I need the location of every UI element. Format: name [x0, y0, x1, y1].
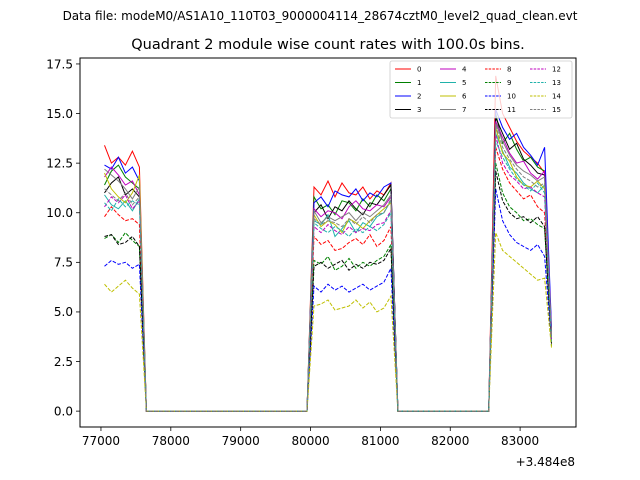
legend-label-8: 8 [507, 66, 511, 74]
y-tick-label: 2.5 [54, 355, 73, 369]
legend-label-14: 14 [552, 93, 561, 101]
plot-frame [79, 57, 577, 428]
legend-label-1: 1 [417, 79, 421, 87]
series-line-15 [104, 125, 552, 412]
series-line-10 [104, 188, 552, 412]
legend-label-5: 5 [462, 79, 466, 87]
x-tick-label: 81000 [361, 434, 399, 448]
legend-label-11: 11 [507, 106, 516, 114]
x-tick-label: 79000 [222, 434, 260, 448]
x-tick-label: 83000 [501, 434, 539, 448]
legend-label-10: 10 [507, 93, 516, 101]
y-tick-label: 0.0 [54, 404, 73, 418]
legend-label-3: 3 [417, 106, 421, 114]
legend-frame [389, 60, 573, 119]
legend-label-7: 7 [462, 106, 466, 114]
series-line-13 [104, 141, 552, 412]
x-tick-label: 78000 [152, 434, 190, 448]
x-tick-label: 80000 [291, 434, 329, 448]
legend-label-2: 2 [417, 93, 421, 101]
ticks-layer: 77000 78000 79000 80000 81000 82000 83000 0.0 2.… [46, 57, 539, 448]
y-tick-label: 10.0 [46, 206, 73, 220]
x-offset-label: +3.484e8 [516, 455, 575, 469]
series-layer [104, 75, 552, 412]
legend-label-6: 6 [462, 93, 467, 101]
y-tick-label: 7.5 [54, 256, 73, 270]
y-tick-label: 5.0 [54, 305, 73, 319]
legend-label-0: 0 [417, 66, 421, 74]
chart-title: Quadrant 2 module wise count rates with … [131, 37, 525, 53]
x-tick-label: 77000 [82, 434, 120, 448]
legend-label-4: 4 [462, 66, 467, 74]
y-tick-label: 15.0 [46, 107, 73, 121]
legend-label-13: 13 [552, 79, 561, 87]
chart-suptitle: Data file: modeM0/AS1A10_110T03_90000041… [63, 9, 578, 23]
x-tick-label: 82000 [431, 434, 469, 448]
y-tick-label: 17.5 [46, 57, 73, 71]
legend-label-12: 12 [552, 66, 561, 74]
y-tick-label: 12.5 [46, 156, 73, 170]
series-line-12 [104, 135, 552, 412]
legend-label-9: 9 [507, 79, 511, 87]
legend-label-15: 15 [552, 106, 561, 114]
